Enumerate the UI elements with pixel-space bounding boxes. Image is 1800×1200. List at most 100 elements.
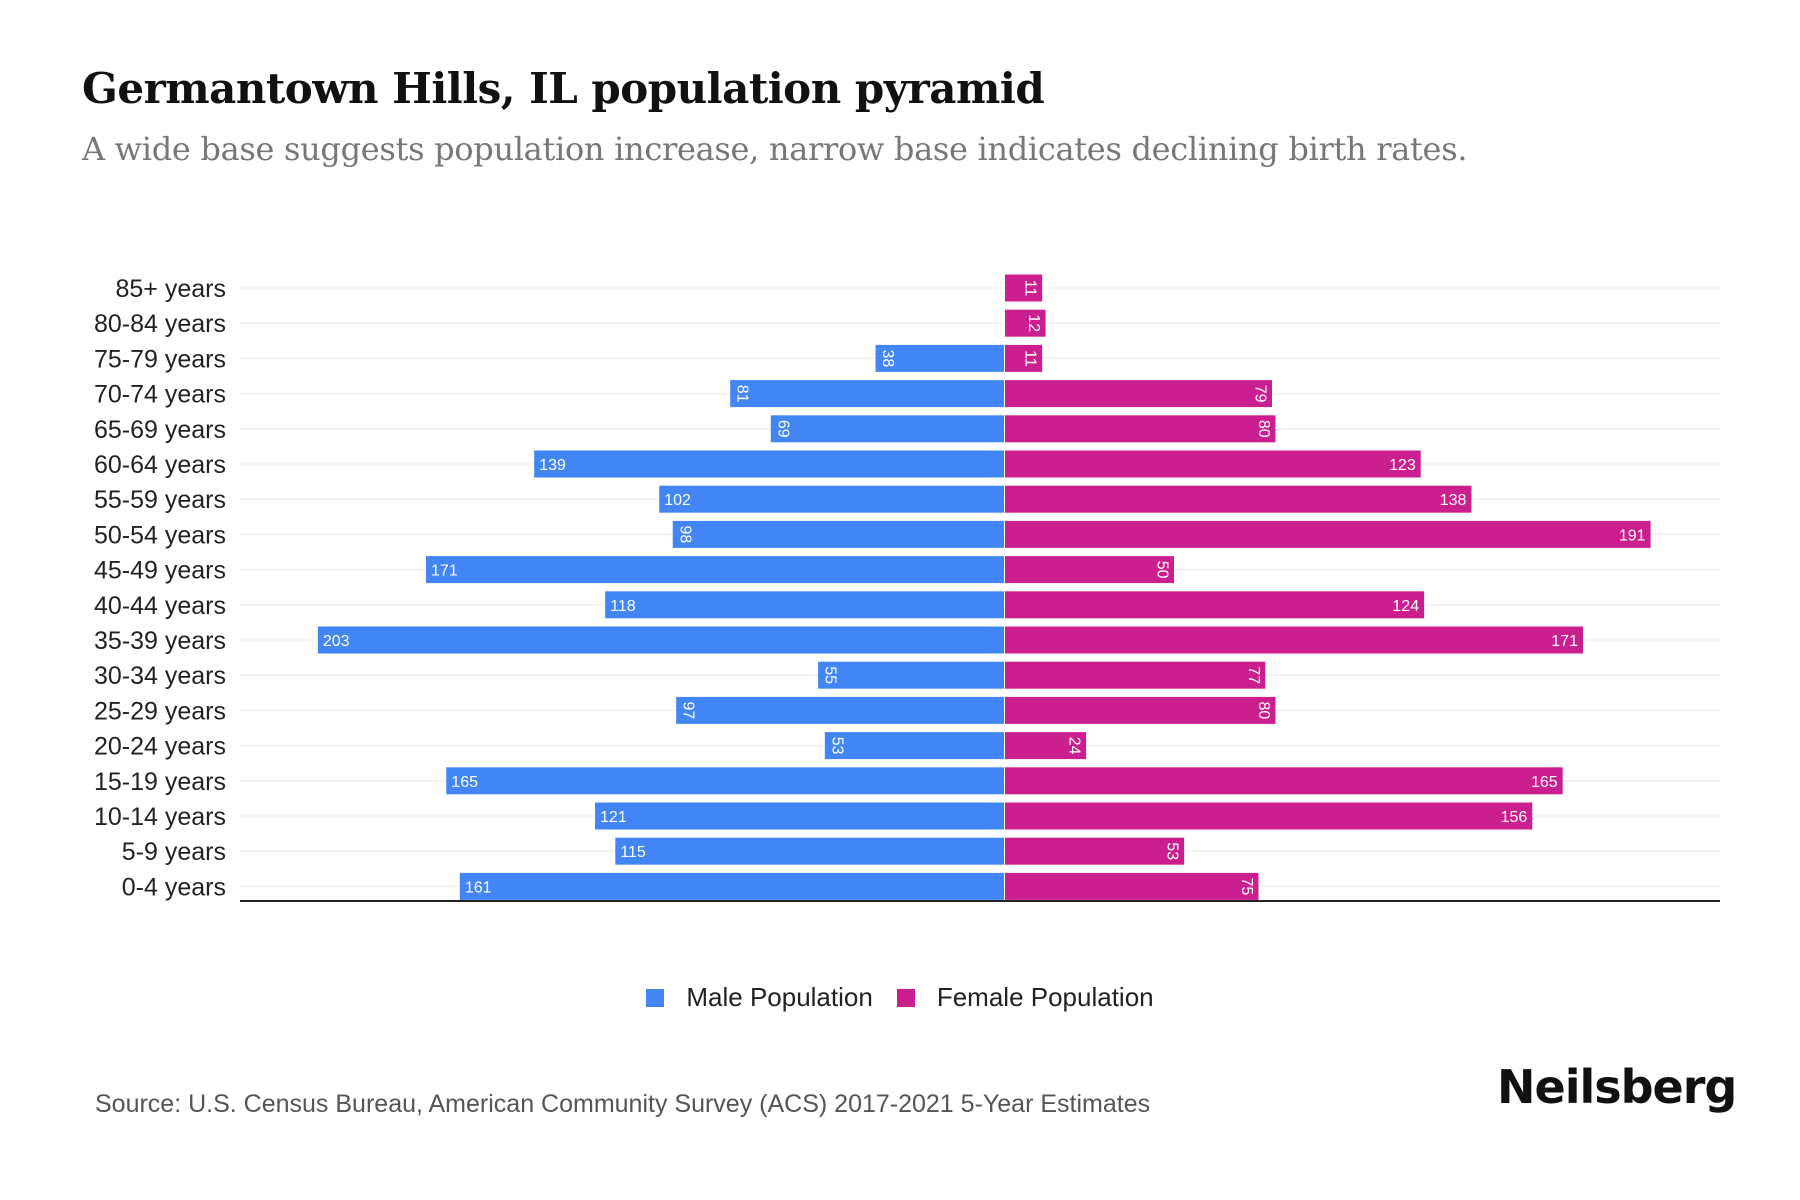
y-tick-label: 5-9 years	[122, 838, 226, 866]
data-label-female: 123	[1389, 457, 1416, 474]
category-labels: 85+ years 11 80-84 years 12 75-79 years 38 11 7…	[94, 275, 1646, 901]
data-label-male: 171	[431, 563, 458, 580]
y-tick-label: 85+ years	[116, 275, 227, 303]
y-tick-label: 70-74 years	[94, 381, 226, 409]
data-label-male: 121	[600, 809, 627, 826]
legend: Male Population Female Population	[0, 982, 1800, 1013]
y-tick-label: 75-79 years	[94, 345, 226, 373]
legend-swatch-female	[896, 988, 915, 1007]
bar-female	[1005, 520, 1651, 548]
data-label-male: 161	[465, 879, 492, 896]
legend-swatch-male	[646, 988, 665, 1007]
data-label-male: 38	[879, 350, 896, 368]
bar-male	[659, 485, 1004, 513]
bar-male	[770, 415, 1004, 443]
legend-item-female[interactable]: Female Population	[896, 982, 1154, 1013]
y-tick-label: 55-59 years	[94, 486, 226, 514]
data-label-female: 80	[1255, 702, 1272, 720]
y-tick-label: 25-29 years	[94, 697, 226, 725]
bar-female	[1005, 732, 1087, 760]
data-label-male: 97	[680, 702, 697, 720]
bar-female	[1005, 380, 1273, 408]
y-tick-label: 50-54 years	[94, 521, 226, 549]
bar-female	[1005, 802, 1533, 830]
y-tick-label: 0-4 years	[122, 873, 226, 901]
data-label-female: 50	[1154, 561, 1171, 579]
bar-male	[605, 591, 1004, 619]
bar-female	[1005, 485, 1472, 513]
bar-female	[1005, 767, 1563, 795]
bars	[317, 274, 1651, 900]
y-tick-label: 45-49 years	[94, 557, 226, 585]
bar-female	[1005, 626, 1583, 654]
y-tick-label: 35-39 years	[94, 627, 226, 655]
data-label-male: 102	[664, 492, 691, 509]
bar-female	[1005, 837, 1185, 865]
data-label-male: 118	[610, 598, 636, 615]
bar-male	[459, 872, 1004, 900]
bar-female	[1005, 274, 1043, 302]
data-label-male: 98	[676, 526, 693, 544]
data-label-male: 69	[774, 420, 791, 438]
data-label-female: 80	[1255, 420, 1272, 438]
data-label-female: 79	[1252, 385, 1269, 403]
bar-female	[1005, 872, 1259, 900]
bar-female	[1005, 415, 1276, 443]
brand-logo: Neilsberg	[1497, 1060, 1737, 1114]
chart-subtitle: A wide base suggests population increase…	[82, 130, 1468, 168]
bar-male	[824, 732, 1004, 760]
y-tick-label: 40-44 years	[94, 592, 226, 620]
legend-item-male[interactable]: Male Population	[646, 982, 873, 1013]
data-label-female: 11	[1022, 280, 1039, 297]
data-label-male: 81	[734, 385, 751, 403]
data-label-female: 138	[1440, 492, 1467, 509]
data-label-female: 24	[1066, 737, 1083, 755]
legend-label-female: Female Population	[936, 982, 1154, 1012]
data-label-male: 115	[620, 844, 646, 861]
data-label-female: 75	[1238, 878, 1255, 896]
chart-title: Germantown Hills, IL population pyramid	[82, 64, 1045, 113]
y-tick-label: 60-64 years	[94, 451, 226, 479]
bar-female	[1005, 309, 1046, 337]
data-label-male: 55	[822, 666, 839, 684]
bar-female	[1005, 344, 1043, 372]
legend-label-male: Male Population	[686, 982, 873, 1012]
bar-female	[1005, 696, 1276, 724]
bar-male	[534, 450, 1004, 478]
data-label-female: 53	[1164, 842, 1181, 860]
data-label-female: 124	[1392, 598, 1419, 615]
y-tick-label: 20-24 years	[94, 733, 226, 761]
bar-male	[317, 626, 1004, 654]
data-label-female: 156	[1501, 809, 1528, 826]
bar-female	[1005, 661, 1266, 689]
data-label-male: 139	[539, 457, 566, 474]
bar-male	[730, 380, 1004, 408]
bar-female	[1005, 591, 1425, 619]
source-note: Source: U.S. Census Bureau, American Com…	[95, 1090, 1151, 1118]
data-label-female: 165	[1531, 774, 1558, 791]
bar-male	[676, 696, 1004, 724]
bar-male	[426, 556, 1004, 584]
y-tick-label: 30-34 years	[94, 662, 226, 690]
bar-male	[446, 767, 1004, 795]
bar-male	[875, 344, 1004, 372]
data-label-female: 11	[1022, 350, 1039, 367]
y-tick-label: 15-19 years	[94, 768, 226, 796]
bar-female	[1005, 556, 1174, 584]
data-label-female: 171	[1551, 633, 1578, 650]
data-label-male: 165	[451, 774, 478, 791]
bar-male	[672, 520, 1004, 548]
y-tick-label: 65-69 years	[94, 416, 226, 444]
bar-male	[818, 661, 1004, 689]
y-tick-label: 10-14 years	[94, 803, 226, 831]
data-label-male: 203	[323, 633, 350, 650]
y-tick-label: 80-84 years	[94, 310, 226, 338]
bar-female	[1005, 450, 1421, 478]
bar-male	[595, 802, 1004, 830]
data-label-male: 53	[828, 737, 845, 755]
bar-male	[615, 837, 1004, 865]
data-label-female: 77	[1245, 666, 1262, 684]
data-label-female: 12	[1025, 314, 1042, 332]
gridlines	[240, 287, 1720, 888]
